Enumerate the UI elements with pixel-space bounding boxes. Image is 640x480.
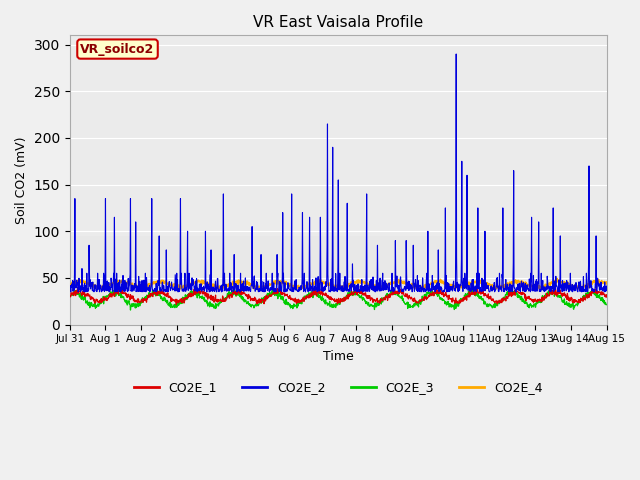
- CO2E_4: [66, 284, 74, 289]
- CO2E_1: [66, 294, 74, 300]
- CO2E_1: [246, 293, 253, 299]
- CO2E_3: [603, 302, 611, 308]
- CO2E_1: [603, 292, 611, 298]
- CO2E_4: [540, 283, 547, 288]
- CO2E_1: [173, 297, 180, 302]
- CO2E_3: [540, 294, 547, 300]
- CO2E_4: [553, 276, 561, 281]
- CO2E_1: [74, 285, 82, 290]
- Line: CO2E_1: CO2E_1: [70, 288, 607, 304]
- CO2E_3: [127, 307, 134, 313]
- CO2E_4: [245, 282, 253, 288]
- Line: CO2E_4: CO2E_4: [70, 278, 607, 289]
- CO2E_2: [245, 284, 253, 290]
- CO2E_2: [172, 288, 180, 294]
- CO2E_3: [246, 301, 253, 307]
- CO2E_1: [540, 295, 547, 300]
- CO2E_3: [186, 293, 193, 299]
- Line: CO2E_2: CO2E_2: [70, 54, 607, 292]
- CO2E_3: [269, 287, 277, 293]
- CO2E_1: [422, 294, 430, 300]
- CO2E_2: [492, 287, 500, 292]
- CO2E_2: [421, 289, 429, 295]
- CO2E_1: [173, 301, 180, 307]
- CO2E_2: [540, 286, 547, 292]
- CO2E_4: [335, 287, 342, 292]
- CO2E_3: [422, 293, 430, 299]
- CO2E_3: [492, 300, 500, 306]
- Line: CO2E_3: CO2E_3: [70, 290, 607, 310]
- CO2E_2: [185, 270, 193, 276]
- CO2E_4: [422, 285, 429, 291]
- CO2E_4: [185, 284, 193, 290]
- Bar: [70, 36, 607, 236]
- X-axis label: Time: Time: [323, 350, 353, 363]
- CO2E_2: [513, 289, 520, 295]
- Text: VR_soilco2: VR_soilco2: [81, 43, 155, 56]
- CO2E_4: [172, 284, 180, 289]
- Title: VR East Vaisala Profile: VR East Vaisala Profile: [253, 15, 423, 30]
- CO2E_1: [492, 299, 500, 304]
- CO2E_4: [492, 286, 500, 292]
- CO2E_1: [186, 290, 194, 296]
- CO2E_4: [603, 279, 611, 285]
- CO2E_2: [66, 284, 74, 290]
- Legend: CO2E_1, CO2E_2, CO2E_3, CO2E_4: CO2E_1, CO2E_2, CO2E_3, CO2E_4: [129, 376, 548, 399]
- CO2E_2: [603, 283, 611, 289]
- CO2E_2: [452, 51, 460, 57]
- CO2E_3: [66, 292, 74, 298]
- Y-axis label: Soil CO2 (mV): Soil CO2 (mV): [15, 136, 28, 224]
- CO2E_3: [173, 302, 180, 308]
